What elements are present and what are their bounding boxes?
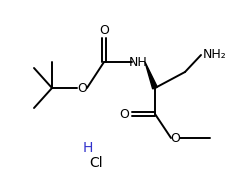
Text: NH: NH [129, 56, 147, 68]
Text: O: O [77, 81, 87, 94]
Text: H: H [83, 141, 93, 155]
Text: O: O [119, 108, 129, 121]
Text: Cl: Cl [89, 156, 103, 170]
Text: NH₂: NH₂ [203, 49, 227, 61]
Text: O: O [170, 132, 180, 145]
Polygon shape [145, 62, 157, 89]
Text: O: O [99, 23, 109, 36]
